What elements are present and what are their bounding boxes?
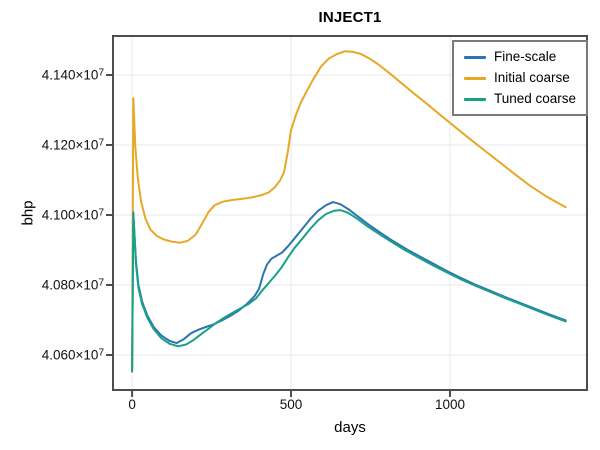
x-tick-label: 0 [128, 397, 136, 412]
legend-label: Initial coarse [494, 70, 570, 85]
legend-item-fine-scale: Fine-scale [464, 50, 576, 64]
legend-item-tuned-coarse: Tuned coarse [464, 92, 576, 106]
y-tick-label: 4.120×107 [41, 137, 104, 153]
legend-line-swatch-tuned-coarse [464, 97, 486, 101]
y-tick-label: 4.140×107 [41, 67, 104, 83]
series-line-fine-scale [131, 201, 567, 372]
legend-line-swatch-fine-scale [464, 55, 486, 59]
legend-label: Fine-scale [494, 49, 557, 64]
plot-frame [112, 35, 588, 391]
legend: Fine-scale Initial coarse Tuned coarse [452, 40, 589, 116]
y-axis-label: bhp [19, 200, 37, 226]
chart-title: INJECT1 [318, 9, 382, 26]
series-line-initial-coarse [131, 50, 567, 372]
legend-item-initial-coarse: Initial coarse [464, 71, 576, 85]
y-tick-label: 4.100×107 [41, 207, 104, 223]
y-tick-label: 4.060×107 [41, 347, 104, 363]
series-line-tuned-coarse [131, 209, 567, 373]
x-axis-label: days [334, 419, 366, 436]
x-tick-label: 1000 [434, 397, 466, 412]
legend-line-swatch-initial-coarse [464, 76, 486, 80]
legend-label: Tuned coarse [494, 91, 577, 106]
x-tick-label: 500 [279, 397, 303, 412]
y-tick-label: 4.080×107 [41, 277, 104, 293]
